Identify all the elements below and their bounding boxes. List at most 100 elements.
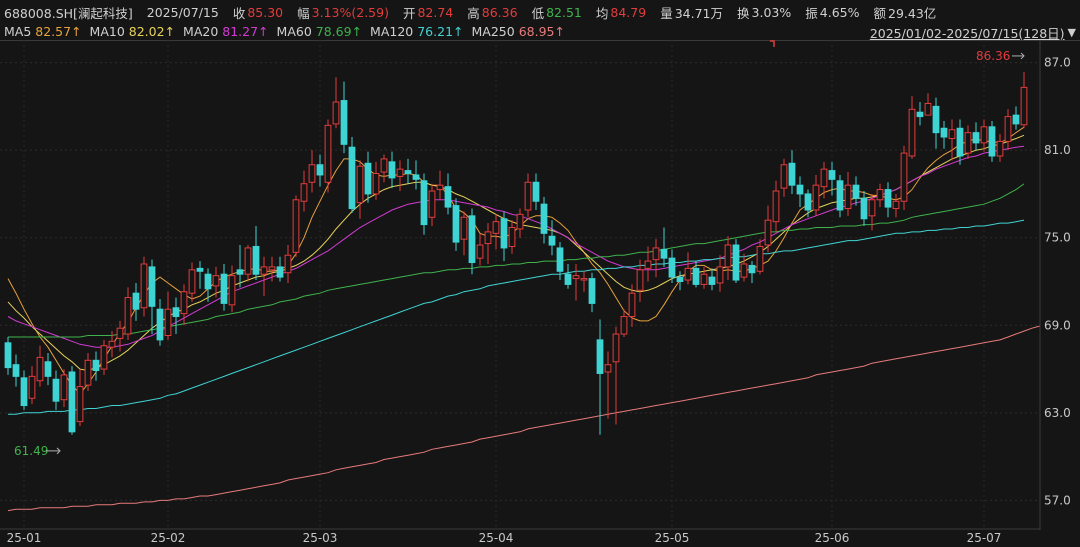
candle-body xyxy=(404,170,412,175)
candle-body xyxy=(588,278,596,304)
amount-label: 额 xyxy=(873,5,886,21)
candle xyxy=(940,120,948,149)
candle-body xyxy=(532,181,540,202)
event-marker xyxy=(770,40,775,47)
candle-body xyxy=(948,129,956,139)
candle-body xyxy=(132,292,140,310)
candle xyxy=(404,158,412,184)
triangle-down-icon[interactable]: ▼ xyxy=(1067,26,1076,39)
candle xyxy=(908,96,916,159)
candle-body xyxy=(756,245,764,272)
candle-body xyxy=(788,162,796,186)
candle-body xyxy=(628,292,636,318)
candle xyxy=(500,211,508,262)
candle xyxy=(60,369,68,408)
ma-line-ma5 xyxy=(7,126,1025,395)
candle-body xyxy=(860,197,868,220)
candle-body xyxy=(732,244,740,281)
ma60-value: 78.69↑ xyxy=(315,23,363,39)
candle-body xyxy=(124,297,132,335)
date-range-selector[interactable]: 2025/01/02-2025/07/15(128日) ▼ xyxy=(870,23,1076,42)
candle-body xyxy=(364,162,372,195)
candle xyxy=(516,208,524,238)
candle-body xyxy=(4,342,12,369)
candle xyxy=(1020,71,1028,129)
ma-line-ma120 xyxy=(8,219,1025,415)
change-label: 幅 xyxy=(297,5,310,21)
candle xyxy=(772,180,780,232)
candle xyxy=(68,366,76,435)
candle-body xyxy=(956,127,964,157)
candle xyxy=(700,266,708,289)
candle xyxy=(644,246,652,282)
ma120-value: 76.21↑ xyxy=(417,23,464,39)
candle xyxy=(852,176,860,206)
candle xyxy=(996,134,1004,162)
candle xyxy=(620,309,628,337)
candle-body xyxy=(828,170,836,180)
candle xyxy=(460,211,468,256)
candle-body xyxy=(12,364,20,377)
candle-body xyxy=(724,244,732,268)
candle xyxy=(356,160,364,219)
candle xyxy=(1012,106,1020,130)
candle-body xyxy=(964,132,972,154)
extreme-markers: 86.36 61.49 xyxy=(14,40,1025,458)
candle xyxy=(892,193,900,218)
candle-body xyxy=(348,146,356,210)
candle xyxy=(836,174,844,218)
candle-body xyxy=(140,263,148,309)
date-range-text[interactable]: 2025/01/02-2025/07/15(128日) xyxy=(869,26,1065,41)
candle xyxy=(316,154,324,187)
candle-body xyxy=(388,161,396,179)
avg-value: 84.79 xyxy=(610,4,647,20)
candle xyxy=(956,119,964,165)
candle xyxy=(212,266,220,298)
candle xyxy=(924,93,932,116)
candle-body xyxy=(700,273,708,285)
avg-label: 均 xyxy=(595,5,609,21)
candle xyxy=(812,174,820,216)
x-tick-label: 25-02 xyxy=(151,531,186,545)
open-label: 开 xyxy=(402,5,416,21)
candle-body xyxy=(44,361,52,377)
candles xyxy=(4,71,1028,435)
candle-body xyxy=(836,180,844,211)
candle-body xyxy=(300,183,308,202)
candle-body xyxy=(68,371,76,433)
candle-body xyxy=(28,375,36,399)
ma5-value: 82.57↑ xyxy=(35,23,82,39)
candle-body xyxy=(420,180,428,226)
candle-body xyxy=(1004,116,1012,142)
candle xyxy=(172,297,180,335)
candle xyxy=(804,189,812,218)
candle-body xyxy=(84,359,92,386)
candle-body xyxy=(668,257,676,278)
candle-body xyxy=(660,248,668,259)
candle-body xyxy=(92,359,100,372)
header-divider xyxy=(0,40,1080,41)
candle-body xyxy=(996,140,1004,157)
candle-body xyxy=(276,266,284,278)
candle xyxy=(204,268,212,302)
candle-body xyxy=(572,275,580,280)
y-tick-label: 75.0 xyxy=(1044,231,1071,245)
candle xyxy=(540,196,548,244)
candle xyxy=(764,205,772,253)
candle xyxy=(84,353,92,391)
candle xyxy=(628,284,636,327)
candle xyxy=(724,236,732,281)
ma-line-ma20 xyxy=(7,145,1025,348)
ma-legend: MA5 82.57↑ MA10 82.02↑ MA20 81.27↑ MA60 … xyxy=(4,23,565,39)
candle-body xyxy=(204,273,212,290)
close-value: 85.30 xyxy=(247,4,284,20)
candle xyxy=(12,354,20,387)
candle xyxy=(788,150,796,194)
candle xyxy=(116,320,124,352)
candle xyxy=(660,227,668,267)
candle-body xyxy=(908,108,916,157)
min-arrow-head xyxy=(56,447,61,455)
candle-body xyxy=(76,386,84,423)
ma5-label: MA5 xyxy=(4,23,32,39)
